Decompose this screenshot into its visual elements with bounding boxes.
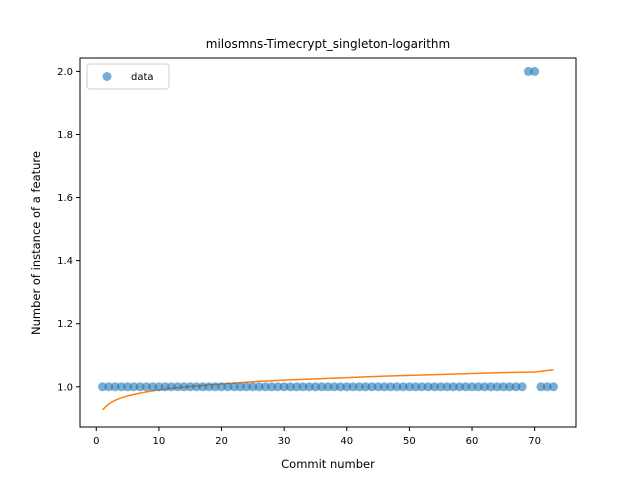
data-point xyxy=(467,382,477,392)
data-point xyxy=(354,382,364,392)
data-point xyxy=(336,382,346,392)
data-point xyxy=(542,382,552,392)
data-point xyxy=(486,382,496,392)
data-point xyxy=(523,66,533,76)
legend-label-data: data xyxy=(131,72,154,83)
data-point xyxy=(317,382,327,392)
data-point xyxy=(242,382,252,392)
data-point xyxy=(135,382,145,392)
data-point xyxy=(273,382,283,392)
data-point xyxy=(411,382,421,392)
data-point xyxy=(448,382,458,392)
legend: data xyxy=(86,63,170,90)
data-point xyxy=(392,382,402,392)
data-point xyxy=(304,382,314,392)
data-point xyxy=(267,382,277,392)
data-point xyxy=(210,382,220,392)
data-point xyxy=(455,382,465,392)
x-tick-label: 20 xyxy=(215,436,228,447)
data-point xyxy=(373,382,383,392)
data-point xyxy=(436,382,446,392)
data-point xyxy=(379,382,389,392)
x-tick-label: 0 xyxy=(93,436,99,447)
data-point xyxy=(116,382,126,392)
data-point xyxy=(473,382,483,392)
legend-box xyxy=(86,63,170,90)
data-point xyxy=(386,382,396,392)
data-point xyxy=(442,382,452,392)
data-point xyxy=(342,382,352,392)
y-tick-label: 1.0 xyxy=(57,382,73,393)
data-point xyxy=(198,382,208,392)
data-point xyxy=(292,382,302,392)
data-point xyxy=(517,382,527,392)
data-point xyxy=(310,382,320,392)
data-point xyxy=(129,382,139,392)
data-point xyxy=(217,382,227,392)
legend-marker-data xyxy=(102,72,112,81)
data-point xyxy=(423,382,433,392)
data-point xyxy=(417,382,427,392)
data-point xyxy=(548,382,558,392)
x-tick-label: 10 xyxy=(153,436,166,447)
y-tick-label: 1.8 xyxy=(57,130,73,141)
data-point xyxy=(298,382,308,392)
x-axis-label: Commit number xyxy=(281,457,375,471)
axes-frame xyxy=(79,57,577,428)
data-point xyxy=(204,382,214,392)
data-point xyxy=(110,382,120,392)
data-point xyxy=(480,382,490,392)
data-point xyxy=(254,382,264,392)
data-point xyxy=(361,382,371,392)
data-point xyxy=(429,382,439,392)
data-point xyxy=(141,382,151,392)
data-point xyxy=(404,382,414,392)
data-point xyxy=(160,382,170,392)
y-tick-label: 1.6 xyxy=(57,193,73,204)
data-point xyxy=(511,382,521,392)
data-point xyxy=(166,382,176,392)
data-point xyxy=(123,382,133,392)
data-point xyxy=(323,382,333,392)
data-point xyxy=(179,382,189,392)
x-tick-label: 40 xyxy=(340,436,353,447)
data-point xyxy=(279,382,289,392)
x-tick-label: 30 xyxy=(278,436,291,447)
data-point xyxy=(98,382,108,392)
data-point xyxy=(398,382,408,392)
data-point xyxy=(235,382,245,392)
y-tick-label: 2.0 xyxy=(57,67,73,78)
chart-title: milosmns-Timecrypt_singleton-logarithm xyxy=(206,37,450,51)
data-point xyxy=(154,382,164,392)
x-tick-label: 70 xyxy=(528,436,541,447)
x-tick-label: 50 xyxy=(403,436,416,447)
data-point xyxy=(536,382,546,392)
data-point xyxy=(329,382,339,392)
data-point xyxy=(185,382,195,392)
y-tick-label: 1.4 xyxy=(57,256,73,267)
data-point xyxy=(498,382,508,392)
y-axis-label: Number of instance of a feature xyxy=(29,151,43,335)
data-point xyxy=(248,382,258,392)
y-tick-label: 1.2 xyxy=(57,319,73,330)
data-point xyxy=(173,382,183,392)
data-point xyxy=(260,382,270,392)
x-tick-label: 60 xyxy=(466,436,479,447)
data-point xyxy=(492,382,502,392)
data-point xyxy=(285,382,295,392)
data-point xyxy=(148,382,158,392)
plot-area: 0 10 20 30 40 50 60 70 1.0 1.2 1.4 1.6 1.8 2.0 xyxy=(57,57,577,447)
data-point xyxy=(530,66,540,76)
data-point xyxy=(367,382,377,392)
data-point xyxy=(191,382,201,392)
data-point xyxy=(348,382,358,392)
data-point xyxy=(104,382,114,392)
data-point xyxy=(223,382,233,392)
data-point xyxy=(461,382,471,392)
data-point xyxy=(505,382,515,392)
data-point xyxy=(229,382,239,392)
